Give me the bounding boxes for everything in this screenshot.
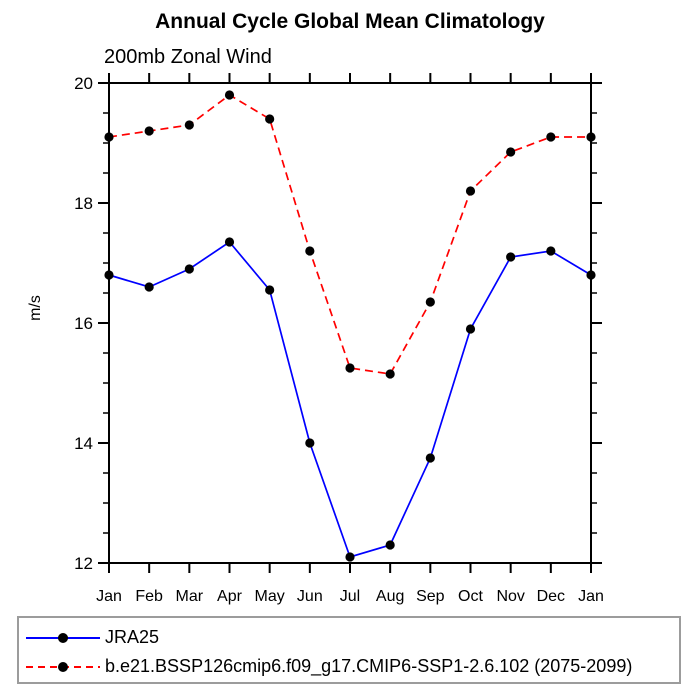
chart-title: Annual Cycle Global Mean Climatology xyxy=(155,10,545,33)
svg-text:Apr: Apr xyxy=(217,588,243,605)
svg-text:Aug: Aug xyxy=(376,588,404,605)
legend-label-model: b.e21.BSSP126cmip6.f09_g17.CMIP6-SSP1-2.… xyxy=(105,656,633,676)
legend-entry-jra25: JRA25 xyxy=(25,623,679,652)
svg-text:Jul: Jul xyxy=(340,588,360,605)
svg-text:Sep: Sep xyxy=(416,588,445,605)
svg-text:Dec: Dec xyxy=(537,588,565,605)
svg-text:20: 20 xyxy=(74,74,93,93)
series-b-e21-bssp126cmip6-f09-g17-cmi xyxy=(104,90,596,379)
svg-text:16: 16 xyxy=(74,314,93,333)
series-jra25 xyxy=(104,237,596,562)
svg-text:Oct: Oct xyxy=(458,588,483,605)
legend-entry-model: b.e21.BSSP126cmip6.f09_g17.CMIP6-SSP1-2.… xyxy=(25,652,679,681)
blue-solid-line-marker-icon xyxy=(26,632,100,643)
svg-text:18: 18 xyxy=(74,194,93,213)
svg-text:Jan: Jan xyxy=(578,588,604,605)
svg-text:Nov: Nov xyxy=(496,588,524,605)
plot-area: Jan Feb Mar Apr May Jun Jul Aug Sep Oct Nov Dec Jan1… xyxy=(74,73,604,605)
svg-text:Mar: Mar xyxy=(176,588,204,605)
svg-text:Feb: Feb xyxy=(135,588,163,605)
svg-text:Jan: Jan xyxy=(96,588,122,605)
red-dashed-line-marker-icon xyxy=(26,661,100,672)
svg-text:12: 12 xyxy=(74,554,93,573)
axes xyxy=(98,73,602,573)
svg-text:May: May xyxy=(255,588,285,605)
chart-subtitle: 200mb Zonal Wind xyxy=(104,46,272,68)
legend-label-jra25: JRA25 xyxy=(105,627,160,647)
legend-box: JRA25 b.e21.BSSP126cmip6.f09_g17.CMIP6-S… xyxy=(17,616,681,684)
axis-tick-labels: Jan Feb Mar Apr May Jun Jul Aug Sep Oct Nov Dec Jan1… xyxy=(74,74,604,605)
svg-text:14: 14 xyxy=(74,434,93,453)
svg-text:Jun: Jun xyxy=(297,588,323,605)
